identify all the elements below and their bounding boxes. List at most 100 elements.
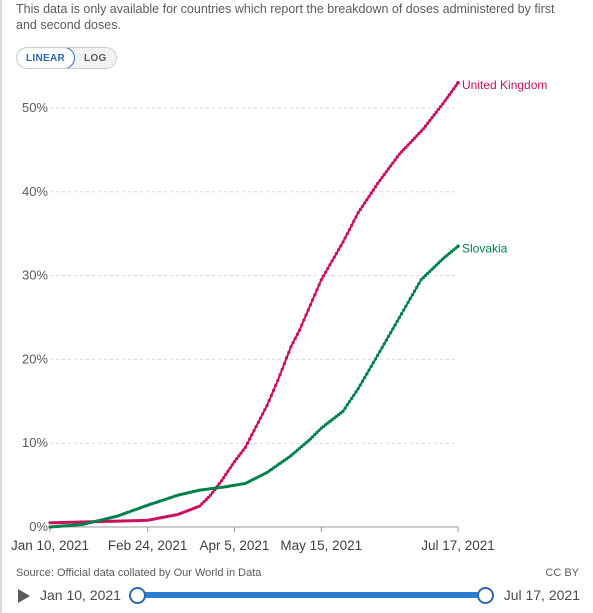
data-point (237, 454, 241, 458)
x-tick-label: Apr 5, 2021 (200, 538, 270, 553)
timeline-end-label: Jul 17, 2021 (503, 587, 580, 603)
log-scale-button[interactable]: LOG (75, 48, 116, 68)
data-point (317, 428, 321, 432)
series-label: Slovakia (462, 241, 508, 255)
series-line (49, 82, 459, 524)
data-point (410, 293, 415, 297)
data-point (386, 167, 391, 171)
data-point (291, 341, 295, 345)
data-point (393, 158, 397, 162)
data-point (391, 161, 395, 165)
data-point (224, 472, 228, 477)
data-point (373, 185, 378, 189)
data-point (350, 223, 354, 227)
x-tick-label: May 15, 2021 (280, 538, 362, 553)
source-line: Source: Official data collated by Our Wo… (16, 567, 261, 579)
data-point (206, 495, 211, 499)
data-point (426, 121, 430, 125)
data-point (380, 175, 384, 180)
data-point (386, 334, 391, 338)
data-point (371, 188, 375, 192)
data-point (376, 353, 380, 357)
data-point (347, 227, 352, 232)
data-point (376, 181, 380, 186)
chart-note: This data is only available for countrie… (16, 2, 555, 32)
data-point (419, 129, 423, 133)
data-point (352, 219, 356, 223)
data-point (421, 127, 425, 131)
data-point (452, 248, 456, 252)
data-point (434, 263, 438, 267)
timeline-start-label: Jan 10, 2021 (40, 587, 121, 603)
source-text[interactable]: Official data collated by Our World in D… (56, 567, 262, 579)
data-point (332, 416, 336, 420)
data-point (347, 400, 352, 404)
data-point (436, 261, 441, 265)
line-chart: 0% 10% 20% 30% 40% 50% Jan 10, 2021 Feb 24, 202… (11, 78, 547, 553)
data-point (308, 303, 313, 307)
data-point (406, 143, 410, 147)
data-point (341, 240, 345, 244)
data-point (250, 433, 254, 437)
data-point (365, 372, 369, 376)
data-point (208, 493, 213, 497)
timeline-slider[interactable]: Jan 10, 2021 Jul 17, 2021 (16, 585, 581, 607)
timeline-start-handle[interactable] (129, 587, 146, 604)
data-point (410, 138, 415, 142)
data-point (319, 278, 323, 282)
data-point (367, 368, 371, 372)
data-point (304, 313, 308, 317)
data-point (369, 364, 373, 368)
data-point (395, 155, 399, 159)
linear-scale-button[interactable]: LINEAR (16, 48, 76, 68)
data-point (278, 373, 282, 377)
data-point (384, 338, 388, 342)
data-point (211, 490, 215, 494)
data-point (443, 255, 447, 259)
y-tick-label: 10% (22, 435, 48, 450)
data-point (367, 194, 371, 199)
y-tick-label: 40% (22, 184, 48, 199)
data-point (204, 497, 208, 502)
series-line (49, 245, 459, 528)
data-point (284, 356, 289, 360)
data-point (328, 263, 332, 267)
series-label: United Kingdom (462, 78, 547, 92)
timeline-end-handle[interactable] (477, 587, 494, 604)
data-point (228, 466, 232, 470)
data-point (449, 250, 454, 254)
data-point (232, 460, 237, 464)
data-point (371, 361, 375, 365)
data-point (200, 502, 204, 506)
data-point (337, 413, 341, 417)
license-link[interactable]: CC BY (545, 567, 579, 579)
data-point (256, 420, 260, 424)
data-point (297, 328, 302, 332)
data-point (430, 116, 434, 120)
data-point (421, 276, 425, 280)
data-point (428, 118, 432, 123)
data-point (378, 349, 382, 354)
play-icon[interactable] (18, 589, 30, 603)
data-point (389, 330, 393, 335)
data-point (230, 463, 234, 467)
data-point (412, 289, 417, 293)
data-point (382, 173, 386, 177)
data-point (358, 383, 362, 387)
timeline-track[interactable] (140, 592, 486, 598)
scale-toggle[interactable]: LINEAR LOG (16, 47, 117, 69)
data-point (328, 419, 332, 424)
data-point (289, 345, 293, 349)
data-point (449, 90, 454, 94)
data-point (452, 87, 456, 91)
data-point (315, 288, 319, 292)
data-point (356, 387, 360, 391)
y-tick-label: 0% (29, 519, 48, 534)
data-point (350, 396, 354, 401)
data-point (397, 152, 402, 156)
data-point (310, 435, 315, 439)
data-point (313, 293, 317, 297)
data-point (345, 403, 349, 407)
data-point (436, 107, 441, 111)
data-point (445, 96, 449, 100)
